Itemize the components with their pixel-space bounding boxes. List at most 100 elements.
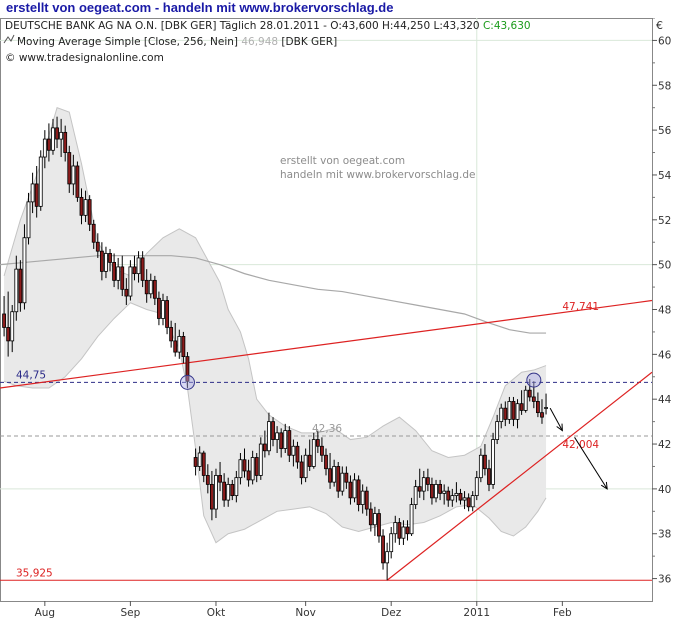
- y-tick-label: 52: [658, 215, 671, 227]
- candle-down: [157, 297, 161, 319]
- candle-up: [544, 407, 548, 409]
- candle-up: [515, 403, 520, 420]
- y-tick-label: 48: [658, 305, 671, 317]
- ma-legend-icon: [3, 34, 15, 44]
- candle-down: [487, 468, 491, 485]
- candle-down: [324, 454, 328, 470]
- currency-label: €: [656, 19, 663, 32]
- candle-down: [173, 340, 178, 353]
- candle-down: [405, 526, 410, 535]
- forecast-arrow: [549, 407, 563, 431]
- candle-down: [254, 457, 259, 476]
- candle-down: [483, 454, 487, 470]
- candle-down: [315, 439, 320, 447]
- candle-up: [238, 459, 243, 479]
- candle-up: [14, 268, 19, 313]
- candle-down: [425, 477, 430, 485]
- candle-up: [450, 495, 455, 501]
- trendline-label: 47,741: [562, 301, 599, 313]
- candle-up: [38, 156, 43, 207]
- candle-up: [434, 483, 438, 499]
- candle-up: [258, 443, 263, 476]
- header-close-value: C:43,630: [483, 20, 531, 32]
- watermark-line2: handeln mit www.brokervorschlag.de: [280, 169, 476, 181]
- candle-down: [209, 483, 214, 510]
- candle-up: [421, 477, 426, 492]
- candle-down: [417, 486, 422, 492]
- candle-down: [328, 468, 332, 483]
- candle-up: [283, 430, 288, 449]
- band-upper: [3, 107, 547, 459]
- candle-up: [409, 504, 414, 535]
- candle-up: [389, 533, 394, 553]
- y-tick-label: 56: [658, 125, 672, 137]
- candle-up: [51, 127, 55, 151]
- candle-up: [83, 199, 88, 216]
- candle-down: [75, 165, 80, 198]
- candle-up: [250, 457, 255, 481]
- copyright-text: © www.tradesignalonline.com: [5, 52, 164, 64]
- candle-up: [30, 183, 35, 203]
- candle-down: [67, 152, 72, 185]
- level-label: 42,36: [312, 423, 342, 435]
- candle-up: [71, 165, 76, 185]
- candle-down: [140, 257, 145, 281]
- candle-down: [377, 513, 381, 537]
- candle-down: [438, 483, 443, 494]
- candle-down: [2, 313, 6, 328]
- candle-down: [47, 138, 51, 151]
- candle-down: [348, 481, 353, 499]
- annotations: [179, 372, 608, 490]
- candle-up: [267, 421, 271, 452]
- candle-up: [523, 389, 528, 411]
- candle-down: [120, 266, 125, 290]
- y-tick-label: 54: [658, 170, 672, 182]
- candle-down: [165, 300, 169, 328]
- level-label: 35,925: [16, 567, 53, 579]
- candle-up: [303, 454, 308, 479]
- candle-up: [393, 522, 398, 535]
- candle-down: [466, 497, 471, 508]
- candle-down: [87, 199, 92, 225]
- moving-average: [0, 255, 547, 334]
- circle-marker: [526, 372, 542, 388]
- y-tick-label: 36: [658, 574, 672, 586]
- x-tick-label: 2011: [463, 607, 490, 619]
- candle-down: [527, 389, 532, 398]
- candle-down: [169, 327, 174, 342]
- candle-down: [262, 443, 267, 452]
- ma-line: [0, 255, 547, 334]
- candle-down: [246, 470, 251, 481]
- candle-up: [10, 311, 15, 342]
- ma-legend-suffix: [DBK GER]: [278, 36, 337, 48]
- candle-up: [177, 336, 182, 353]
- trendline: [0, 299, 653, 389]
- x-tick-label: Nov: [295, 607, 316, 619]
- candle-down: [299, 461, 304, 479]
- y-tick-label: 60: [658, 35, 671, 47]
- circle-marker: [179, 374, 195, 390]
- candle-up: [226, 483, 231, 501]
- x-tick-label: Dez: [381, 607, 402, 619]
- candle-up: [116, 266, 121, 281]
- candle-down: [397, 522, 402, 539]
- candle-down: [99, 250, 104, 272]
- y-tick-label: 50: [658, 260, 671, 272]
- chart: 44,75 42,36 35,925 erstellt von oegeat.com…: [0, 18, 680, 620]
- candle-down: [18, 268, 23, 304]
- trendlines: 47,741 42,004: [0, 299, 653, 581]
- page-title: erstellt von oegeat.com - handeln mit ww…: [6, 0, 394, 15]
- candle-down: [79, 196, 84, 216]
- header-line1-prefix: DEUTSCHE BANK AG NA O.N. [DBK GER] Tägli…: [5, 20, 483, 32]
- candle-up: [332, 466, 337, 483]
- candle-up: [454, 492, 459, 497]
- horizontal-levels: 44,75 42,36 35,925: [0, 369, 652, 581]
- x-tick-label: Feb: [553, 607, 572, 619]
- candle-down: [152, 279, 157, 299]
- candle-up: [491, 439, 495, 485]
- candle-down: [205, 475, 210, 485]
- candle-up: [385, 551, 390, 564]
- candle-up: [495, 421, 500, 440]
- candle-down: [132, 266, 137, 275]
- candle-up: [59, 131, 64, 140]
